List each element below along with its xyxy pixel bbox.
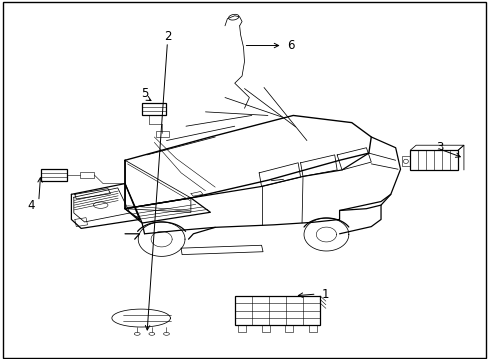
Text: 6: 6 bbox=[286, 39, 294, 52]
Text: 5: 5 bbox=[141, 87, 148, 100]
Text: 4: 4 bbox=[27, 199, 35, 212]
Text: 3: 3 bbox=[435, 141, 442, 154]
Text: 2: 2 bbox=[163, 30, 171, 43]
Text: 1: 1 bbox=[321, 288, 328, 301]
